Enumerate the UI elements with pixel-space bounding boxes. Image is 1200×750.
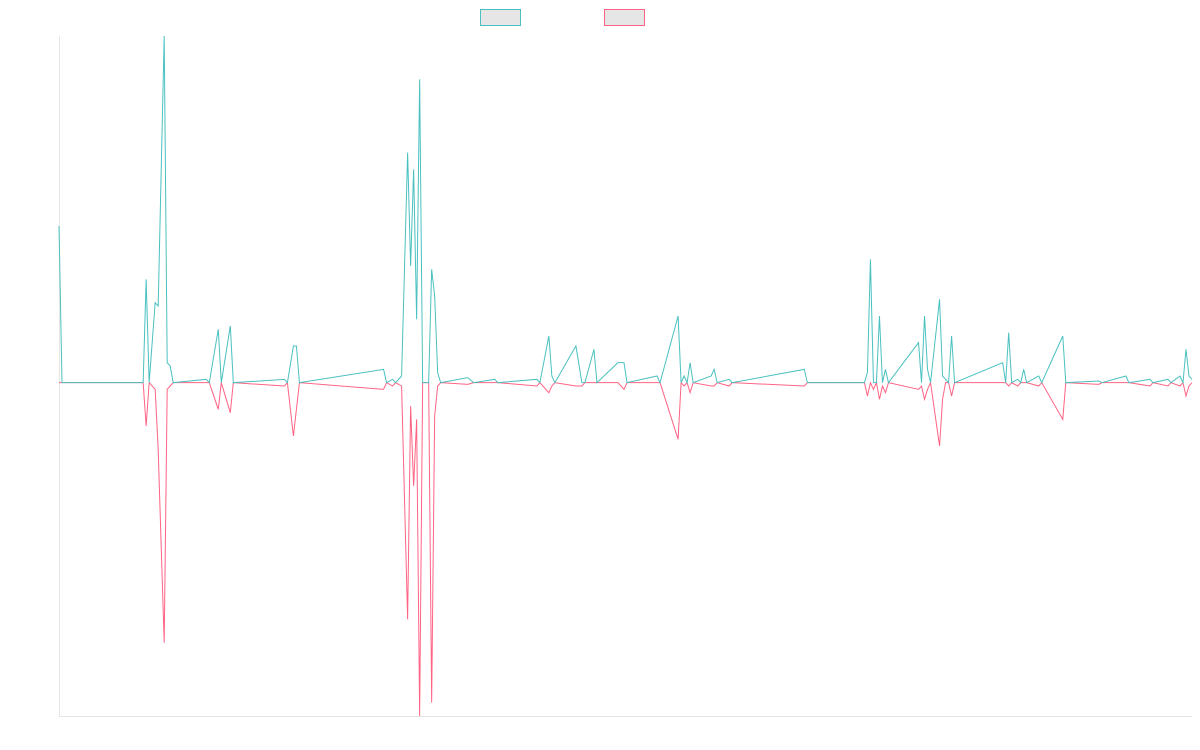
series-line [59, 380, 1193, 717]
legend-swatch [604, 9, 645, 26]
series-line [58, 35, 1193, 385]
legend-swatch [480, 9, 521, 26]
